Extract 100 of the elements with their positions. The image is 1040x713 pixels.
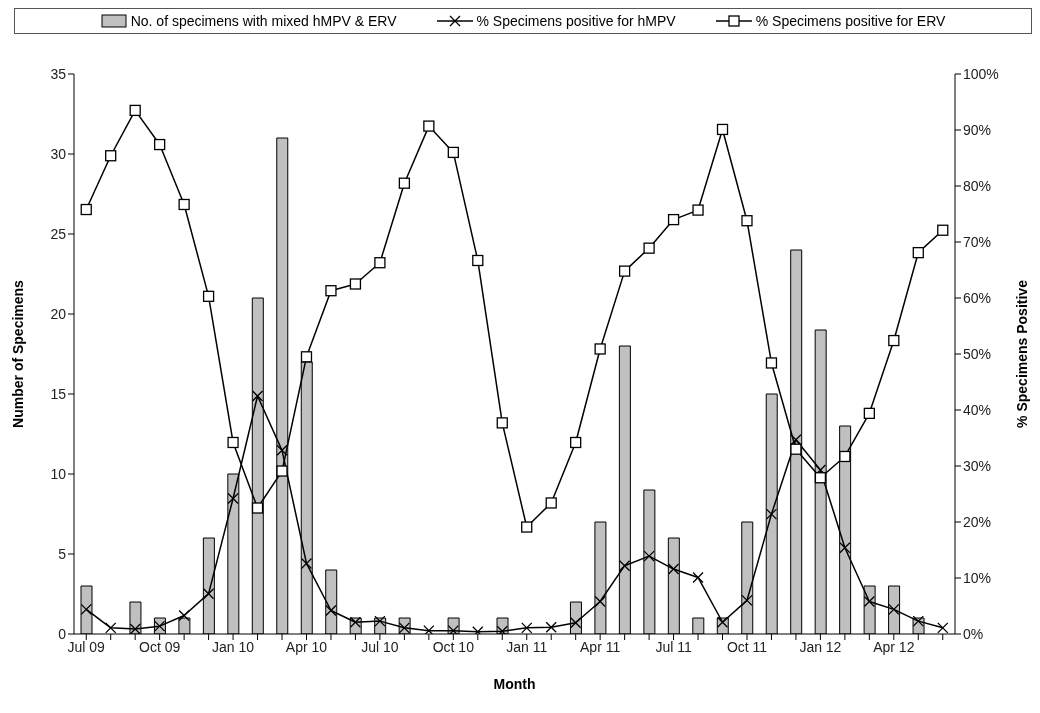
point	[276, 465, 288, 477]
y2-tick-label: 40%	[963, 401, 992, 418]
legend-label: No. of specimens with mixed hMPV & ERV	[130, 13, 397, 29]
point	[692, 571, 704, 584]
point	[202, 588, 215, 600]
x-tick-label: Apr 12	[873, 638, 915, 655]
y2-tick-label: 60%	[963, 289, 992, 306]
x-tick-label: Jul 11	[655, 638, 692, 655]
legend-label: % Specimens positive for hMPV	[476, 13, 676, 29]
y-axis-title: Number of Specimens	[9, 279, 26, 428]
x-tick-label: Apr 11	[580, 638, 621, 655]
point	[643, 242, 655, 254]
point	[618, 560, 631, 572]
point	[423, 120, 435, 132]
point	[741, 594, 753, 607]
point	[154, 138, 166, 151]
point	[667, 563, 680, 575]
y2-tick-label: 0%	[963, 625, 984, 642]
point	[790, 443, 802, 455]
point	[251, 390, 264, 402]
point	[521, 521, 533, 533]
point	[521, 622, 533, 634]
point	[863, 407, 875, 420]
y-tick-label: 25	[50, 225, 67, 242]
y2-tick-label: 80%	[963, 177, 992, 194]
point	[545, 621, 557, 633]
x-tick-label: Jul 10	[361, 638, 399, 655]
x-tick-label: Apr 10	[285, 638, 328, 655]
point	[276, 444, 288, 456]
point	[765, 357, 778, 369]
y2-tick-label: 20%	[963, 513, 992, 530]
y-tick-label: 30	[50, 145, 67, 162]
point	[912, 246, 924, 259]
y2-axis-title: % Specimens Positive	[1013, 279, 1030, 428]
y-tick-label: 10	[50, 465, 67, 482]
y-tick-label: 20	[50, 305, 67, 322]
point	[839, 450, 851, 463]
point	[937, 224, 949, 236]
y-tick-label: 5	[58, 545, 67, 562]
point	[349, 278, 362, 290]
point	[472, 254, 484, 267]
point	[618, 265, 631, 277]
point	[227, 492, 239, 505]
point	[643, 550, 655, 562]
y2-tick-label: 30%	[963, 457, 992, 474]
x-tick-label: Jan 11	[506, 638, 548, 655]
x-tick-label: Oct 10	[432, 638, 475, 655]
point	[325, 285, 337, 297]
point	[80, 603, 92, 616]
x-axis-title: Month	[493, 676, 536, 692]
point	[423, 624, 435, 634]
point	[129, 623, 141, 634]
y2-tick-label: 10%	[963, 569, 992, 586]
y2-tick-label: 50%	[963, 345, 992, 362]
point	[765, 508, 778, 520]
point	[888, 334, 900, 347]
point	[863, 595, 875, 608]
point	[594, 595, 606, 608]
point	[545, 497, 557, 509]
point	[227, 436, 239, 449]
y-tick-label: 0	[58, 625, 67, 642]
x-tick-label: Oct 11	[726, 638, 768, 655]
point	[325, 604, 337, 617]
point	[667, 213, 680, 226]
point	[105, 622, 117, 634]
point	[374, 257, 386, 269]
y-tick-label: 15	[50, 385, 67, 402]
y2-tick-label: 100%	[963, 65, 999, 82]
point	[937, 622, 949, 634]
x-tick-label: Jan 12	[799, 638, 842, 655]
point	[202, 290, 215, 302]
point	[178, 609, 190, 622]
point	[839, 542, 851, 554]
point	[594, 343, 606, 355]
point	[888, 603, 900, 616]
point	[716, 123, 729, 136]
point	[570, 436, 582, 449]
x-tick-label: Jul 09	[67, 638, 106, 655]
legend-label: % Specimens positive for ERV	[755, 13, 946, 29]
point	[398, 177, 411, 189]
point	[300, 557, 313, 570]
point	[814, 472, 827, 484]
point	[398, 622, 411, 634]
y2-tick-label: 90%	[963, 121, 992, 138]
x-tick-label: Jan 10	[212, 638, 255, 655]
point	[496, 417, 508, 429]
point	[105, 150, 117, 162]
point	[716, 616, 729, 628]
point	[251, 502, 264, 514]
point	[447, 146, 459, 159]
x-tick-label: Oct 09	[139, 638, 181, 655]
y-tick-label: 35	[50, 65, 67, 82]
y2-tick-label: 70%	[963, 233, 992, 250]
point	[349, 616, 362, 628]
point	[300, 351, 313, 363]
point	[741, 215, 753, 227]
point	[80, 203, 92, 216]
point	[692, 204, 704, 216]
point	[178, 198, 190, 211]
point	[129, 104, 141, 117]
